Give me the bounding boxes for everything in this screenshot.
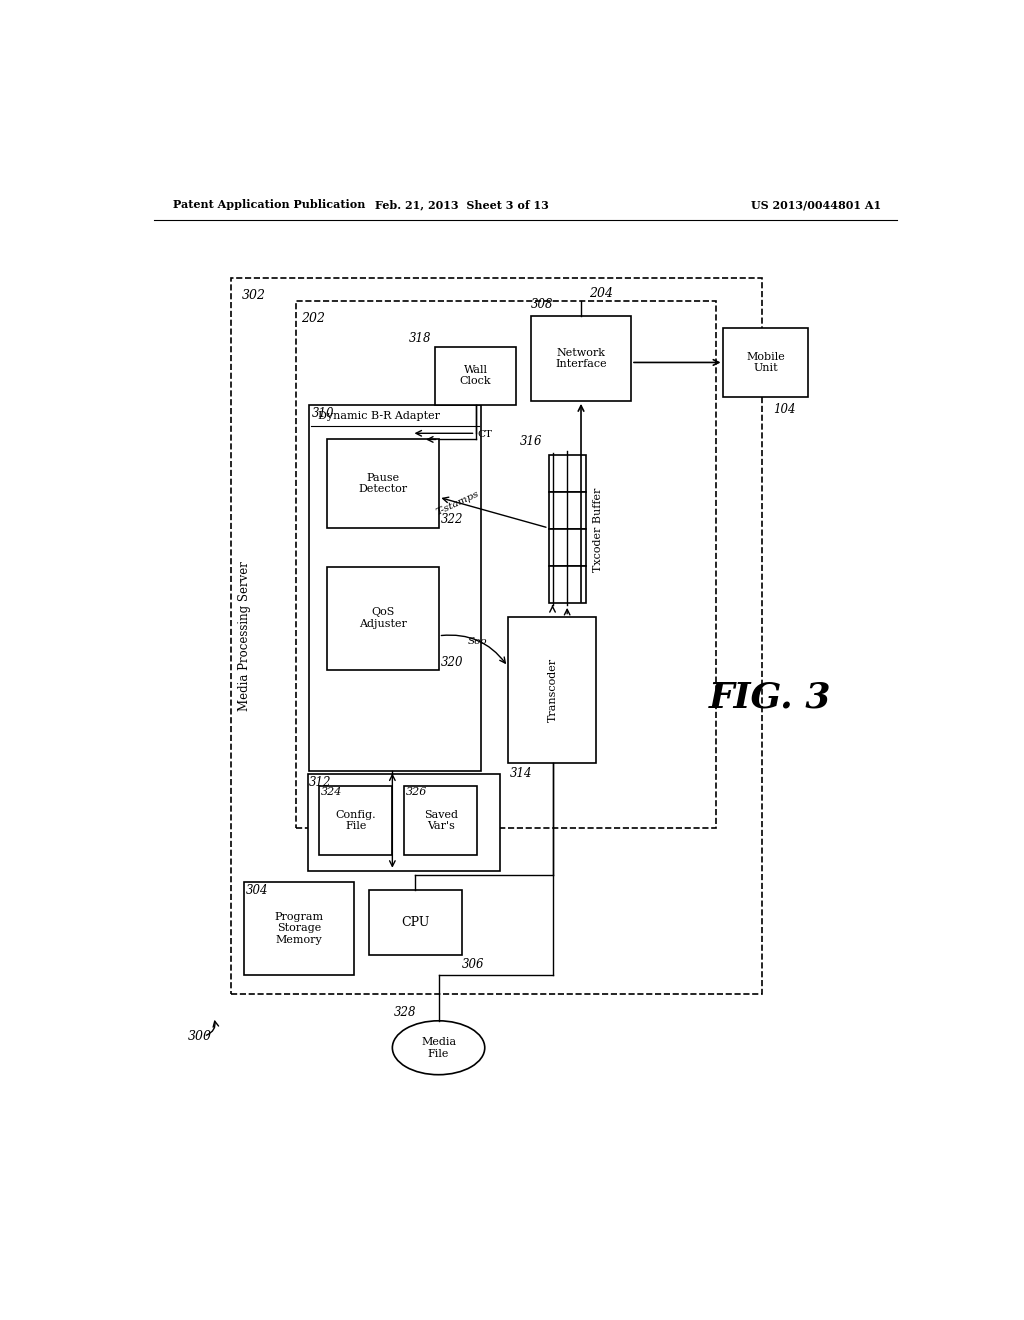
Text: QoS
Adjuster: QoS Adjuster xyxy=(359,607,408,628)
Text: Feb. 21, 2013  Sheet 3 of 13: Feb. 21, 2013 Sheet 3 of 13 xyxy=(375,199,549,210)
Text: Config.
File: Config. File xyxy=(336,809,377,832)
Text: 320: 320 xyxy=(441,656,464,669)
Text: 312: 312 xyxy=(309,776,332,789)
Text: Mobile
Unit: Mobile Unit xyxy=(746,351,785,374)
Bar xyxy=(319,785,392,855)
Text: 326: 326 xyxy=(406,788,427,797)
Text: CPU: CPU xyxy=(401,916,430,929)
Bar xyxy=(549,529,586,566)
Bar xyxy=(549,455,586,492)
Text: 324: 324 xyxy=(321,788,342,797)
Text: 204: 204 xyxy=(589,286,612,300)
Bar xyxy=(296,301,716,829)
Text: Media
File: Media File xyxy=(421,1038,456,1059)
Bar xyxy=(327,440,438,528)
Text: Saved
Var's: Saved Var's xyxy=(424,809,458,832)
Text: Wall
Clock: Wall Clock xyxy=(460,364,492,387)
Text: US 2013/0044801 A1: US 2013/0044801 A1 xyxy=(752,199,882,210)
Ellipse shape xyxy=(392,1020,484,1074)
Text: Dynamic B-R Adapter: Dynamic B-R Adapter xyxy=(318,412,440,421)
Text: 310: 310 xyxy=(311,407,334,420)
Bar xyxy=(309,405,481,771)
Bar xyxy=(370,890,462,956)
Text: 308: 308 xyxy=(531,298,553,312)
Bar xyxy=(508,616,596,763)
Text: 302: 302 xyxy=(243,289,266,302)
Bar xyxy=(549,492,586,529)
Text: 304: 304 xyxy=(246,884,268,896)
Text: 314: 314 xyxy=(510,767,532,780)
Bar xyxy=(230,277,762,994)
Bar xyxy=(724,327,808,397)
Text: Media Processing Server: Media Processing Server xyxy=(238,561,251,710)
Text: Transcoder: Transcoder xyxy=(548,657,557,722)
Text: CT: CT xyxy=(477,429,493,438)
Text: 104: 104 xyxy=(773,404,796,416)
Bar xyxy=(549,566,586,603)
Text: 316: 316 xyxy=(520,434,543,447)
Bar xyxy=(435,347,515,405)
Bar xyxy=(307,775,500,871)
Bar xyxy=(244,882,354,974)
Text: Soo: Soo xyxy=(468,638,487,647)
Text: T-stamps: T-stamps xyxy=(435,490,481,517)
Bar xyxy=(531,317,631,401)
Text: 322: 322 xyxy=(441,512,464,525)
Text: 328: 328 xyxy=(394,1006,417,1019)
Text: Network
Interface: Network Interface xyxy=(555,347,607,370)
Text: 306: 306 xyxy=(462,958,484,970)
Text: Program
Storage
Memory: Program Storage Memory xyxy=(274,912,324,945)
Text: Patent Application Publication: Patent Application Publication xyxy=(173,199,366,210)
Text: 300: 300 xyxy=(187,1030,212,1043)
Text: FIG. 3: FIG. 3 xyxy=(709,680,830,714)
Text: 318: 318 xyxy=(409,331,431,345)
Text: Txcoder Buffer: Txcoder Buffer xyxy=(593,487,602,572)
Bar xyxy=(403,785,477,855)
Text: Pause
Detector: Pause Detector xyxy=(358,473,408,494)
Text: 202: 202 xyxy=(301,313,326,326)
Bar xyxy=(327,566,438,671)
